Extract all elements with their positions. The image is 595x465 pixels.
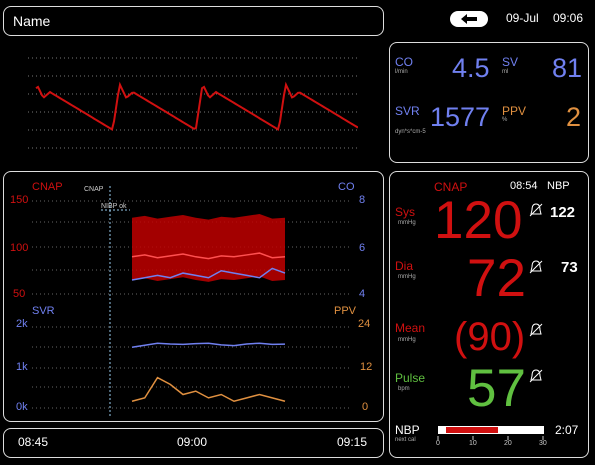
svr-trend-line bbox=[131, 342, 286, 348]
cnap-tick-50: 50 bbox=[13, 288, 26, 300]
mean-label: Mean bbox=[395, 321, 426, 335]
sys-nbp-value: 122 bbox=[550, 204, 576, 221]
cnap-tick-150: 150 bbox=[10, 194, 29, 206]
dia-label: Dia bbox=[395, 259, 414, 273]
mean-unit: mmHg bbox=[398, 337, 416, 343]
ppv-value: 2 bbox=[566, 102, 582, 132]
timeline-end: 09:15 bbox=[337, 435, 368, 449]
trend-co-label: CO bbox=[338, 181, 355, 193]
co-tick-4: 4 bbox=[359, 288, 366, 300]
pulse-label: Pulse bbox=[395, 371, 426, 385]
bar-tick-20: 20 bbox=[504, 440, 512, 447]
bell-off-icon bbox=[529, 323, 543, 337]
timeline-bar[interactable]: 08:45 09:00 09:15 bbox=[3, 428, 384, 458]
timeline-start: 08:45 bbox=[18, 435, 49, 449]
cnap-tick-100: 100 bbox=[10, 242, 29, 254]
nbp-progress-bar bbox=[438, 426, 544, 434]
marker-top-label: CNAP bbox=[84, 186, 104, 193]
svr-tick-0k: 0k bbox=[16, 401, 28, 413]
back-arrow-icon bbox=[461, 14, 477, 24]
sys-unit: mmHg bbox=[398, 220, 416, 226]
pulse-value: 57 bbox=[467, 359, 526, 418]
name-label: Name bbox=[13, 13, 51, 29]
co-tick-8: 8 bbox=[359, 194, 366, 206]
nbp-countdown: 2:07 bbox=[555, 423, 579, 437]
bell-off-icon bbox=[529, 369, 543, 383]
co-label: CO bbox=[395, 55, 413, 69]
trend-svr-label: SVR bbox=[32, 305, 55, 317]
svr-tick-2k: 2k bbox=[16, 318, 28, 330]
vitals-nbp-time: 08:54 bbox=[510, 180, 538, 192]
sys-label: Sys bbox=[395, 205, 416, 219]
svr-value: 1577 bbox=[430, 102, 491, 132]
marker-bottom-label: NIBP ok bbox=[101, 203, 127, 210]
bar-tick-0: 0 bbox=[436, 440, 440, 447]
cnap-waveform-line bbox=[35, 81, 358, 131]
co-unit: l/min bbox=[395, 69, 408, 75]
co-tick-6: 6 bbox=[359, 242, 366, 254]
dia-unit: mmHg bbox=[398, 274, 416, 280]
vitals-cnap-label: CNAP bbox=[434, 180, 468, 194]
vitals-panel: CNAP 08:54 NBP Sys mmHg 120 122 Dia mmHg… bbox=[389, 171, 589, 458]
dia-nbp-value: 73 bbox=[561, 259, 578, 276]
timeline-mid: 09:00 bbox=[177, 435, 208, 449]
mean-value: (90) bbox=[454, 315, 526, 359]
svr-label: SVR bbox=[395, 104, 420, 118]
vitals-nbp-label: NBP bbox=[547, 180, 570, 192]
ppv-tick-12: 12 bbox=[360, 361, 373, 373]
cnap-mean-line bbox=[131, 252, 286, 260]
co-trend-line bbox=[131, 267, 286, 281]
svr-tick-1k: 1k bbox=[16, 361, 28, 373]
bell-off-icon bbox=[529, 203, 543, 217]
trend-chart bbox=[32, 186, 349, 417]
ppv-label: PPV bbox=[502, 104, 527, 118]
hemodynamics-panel: CO l/min 4.5 SV ml 81 SVR dyn*s*cm-5 157… bbox=[389, 42, 589, 163]
trend-ppv-label: PPV bbox=[334, 305, 357, 317]
nbp-bottom-label: NBP bbox=[395, 423, 420, 437]
sv-value: 81 bbox=[552, 53, 583, 83]
sv-unit: ml bbox=[502, 69, 509, 75]
header-date: 09-Jul bbox=[506, 11, 539, 25]
dia-value: 72 bbox=[467, 249, 526, 308]
back-button[interactable] bbox=[450, 11, 488, 27]
trend-panel: CNAP CO SVR PPV CNAP NIBP ok 150 100 50 … bbox=[3, 171, 384, 422]
nbp-progress-fill bbox=[446, 427, 499, 433]
name-field[interactable]: Name bbox=[3, 6, 384, 36]
pulse-unit: bpm bbox=[398, 386, 410, 392]
nbp-bottom-sub: next cal bbox=[395, 437, 416, 443]
sys-value: 120 bbox=[434, 191, 523, 250]
sv-label: SV bbox=[502, 55, 519, 69]
svr-unit: dyn*s*cm-5 bbox=[395, 129, 426, 135]
ppv-trend-line bbox=[131, 376, 286, 403]
cnap-range-band bbox=[132, 214, 285, 282]
cnap-waveform bbox=[28, 50, 358, 160]
trend-cnap-label: CNAP bbox=[32, 181, 63, 193]
co-value: 4.5 bbox=[452, 53, 490, 83]
bell-off-icon bbox=[529, 260, 543, 274]
header-time: 09:06 bbox=[553, 11, 584, 25]
ppv-tick-0: 0 bbox=[362, 401, 369, 413]
bar-tick-30: 30 bbox=[539, 440, 547, 447]
ppv-tick-24: 24 bbox=[358, 318, 371, 330]
bar-tick-10: 10 bbox=[469, 440, 477, 447]
ppv-unit: % bbox=[502, 117, 508, 123]
